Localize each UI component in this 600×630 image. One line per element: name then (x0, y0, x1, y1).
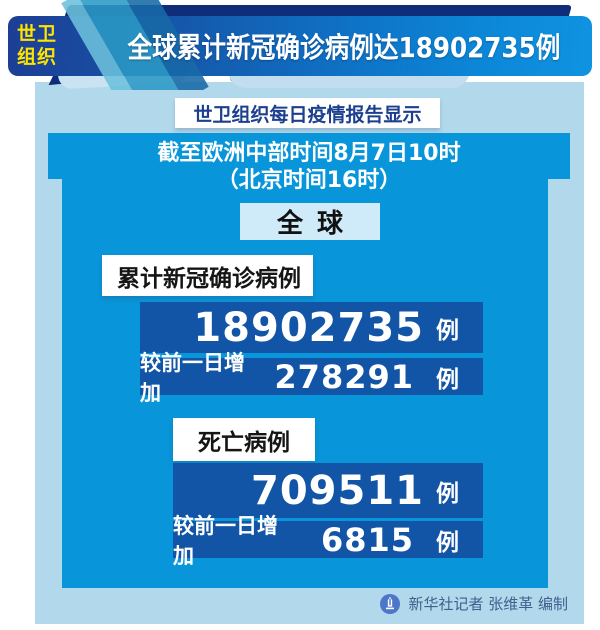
deaths-total-value: 709511 (251, 467, 424, 514)
confirmed-total-unit: 例 (436, 317, 459, 344)
confirmed-label-box: 累计新冠确诊病例 (102, 255, 313, 296)
deaths-delta-box: 较前一日增加 6815 例 (173, 514, 483, 568)
confirmed-delta-label: 较前一日增加 (140, 350, 245, 405)
deaths-label: 死亡病例 (198, 429, 290, 456)
cutoff-time: 截至欧洲中部时间8月7日10时 （北京时间16时） (48, 140, 570, 194)
deaths-label-box: 死亡病例 (173, 418, 315, 461)
deaths-delta-label: 较前一日增加 (173, 513, 278, 568)
headline-wrap: 全球累计新冠确诊病例达18902735例 (96, 16, 592, 76)
scope-box: 全球 (240, 203, 380, 240)
report-card: 世卫组织每日疫情报告显示 截至欧洲中部时间8月7日10时 （北京时间16时） 全… (35, 82, 584, 624)
deaths-delta-value: 6815 (320, 520, 414, 559)
deaths-total-unit: 例 (436, 480, 459, 507)
source-label-box: 世卫组织每日疫情报告显示 (175, 98, 440, 128)
who-tag: 世卫 组织 (17, 23, 57, 69)
masthead: 世卫 组织 全球累计新冠确诊病例达18902735例 (0, 0, 600, 90)
xinhua-emblem-icon (380, 593, 401, 614)
cutoff-time-line2: （北京时间16时） (216, 168, 402, 193)
credit-row: 新华社记者 张维革 编制 (380, 593, 568, 614)
confirmed-delta-value: 278291 (274, 357, 414, 396)
confirmed-delta-box: 较前一日增加 278291 例 (140, 351, 483, 405)
headline: 全球累计新冠确诊病例达18902735例 (127, 31, 561, 64)
credit-text: 新华社记者 张维革 编制 (408, 595, 568, 613)
who-tag-line2: 组织 (17, 46, 58, 68)
deaths-delta-unit: 例 (436, 529, 459, 556)
confirmed-delta-unit: 例 (436, 366, 459, 393)
cutoff-time-line1: 截至欧洲中部时间8月7日10时 (157, 141, 461, 166)
deaths-total-box: 709511 例 (173, 463, 483, 518)
source-label: 世卫组织每日疫情报告显示 (193, 103, 422, 126)
confirmed-label: 累计新冠确诊病例 (117, 265, 301, 292)
scope-label: 全球 (276, 209, 357, 239)
date-banner (48, 133, 570, 179)
confirmed-total-box: 18902735 例 (140, 302, 483, 353)
who-tag-line1: 世卫 (17, 23, 58, 45)
confirmed-total-value: 18902735 (193, 304, 424, 351)
